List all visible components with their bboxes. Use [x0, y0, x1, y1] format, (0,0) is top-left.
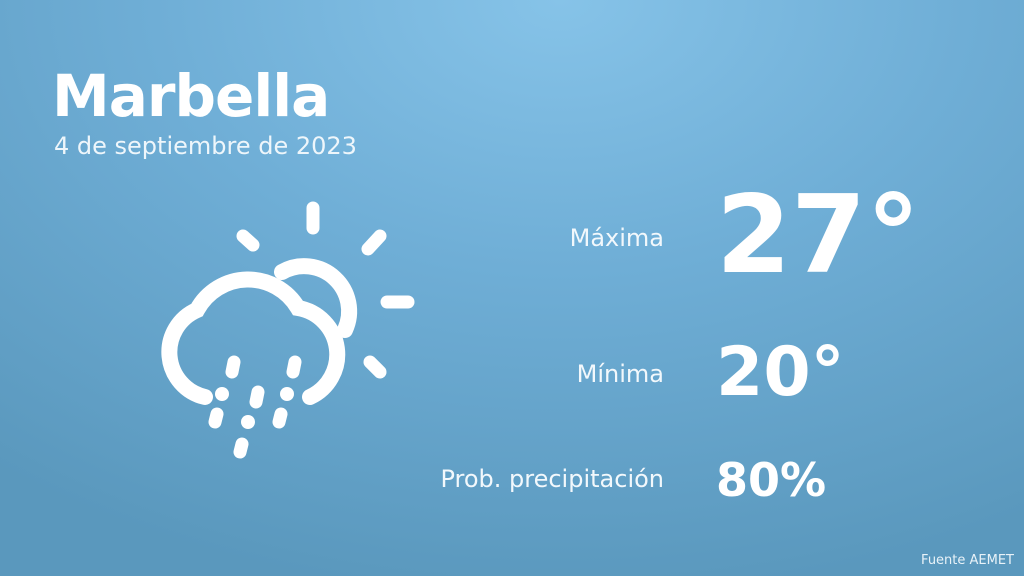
source-credit: Fuente AEMET — [921, 553, 1014, 568]
min-label: Mínima — [576, 360, 664, 388]
max-temperature: 27° — [716, 173, 921, 298]
forecast-date: 4 de septiembre de 2023 — [54, 132, 357, 160]
max-label: Máxima — [569, 224, 664, 252]
precip-probability: 80% — [716, 453, 827, 507]
city-title: Marbella — [52, 62, 330, 130]
precip-label: Prob. precipitación — [440, 465, 664, 493]
min-temperature: 20° — [716, 333, 845, 412]
